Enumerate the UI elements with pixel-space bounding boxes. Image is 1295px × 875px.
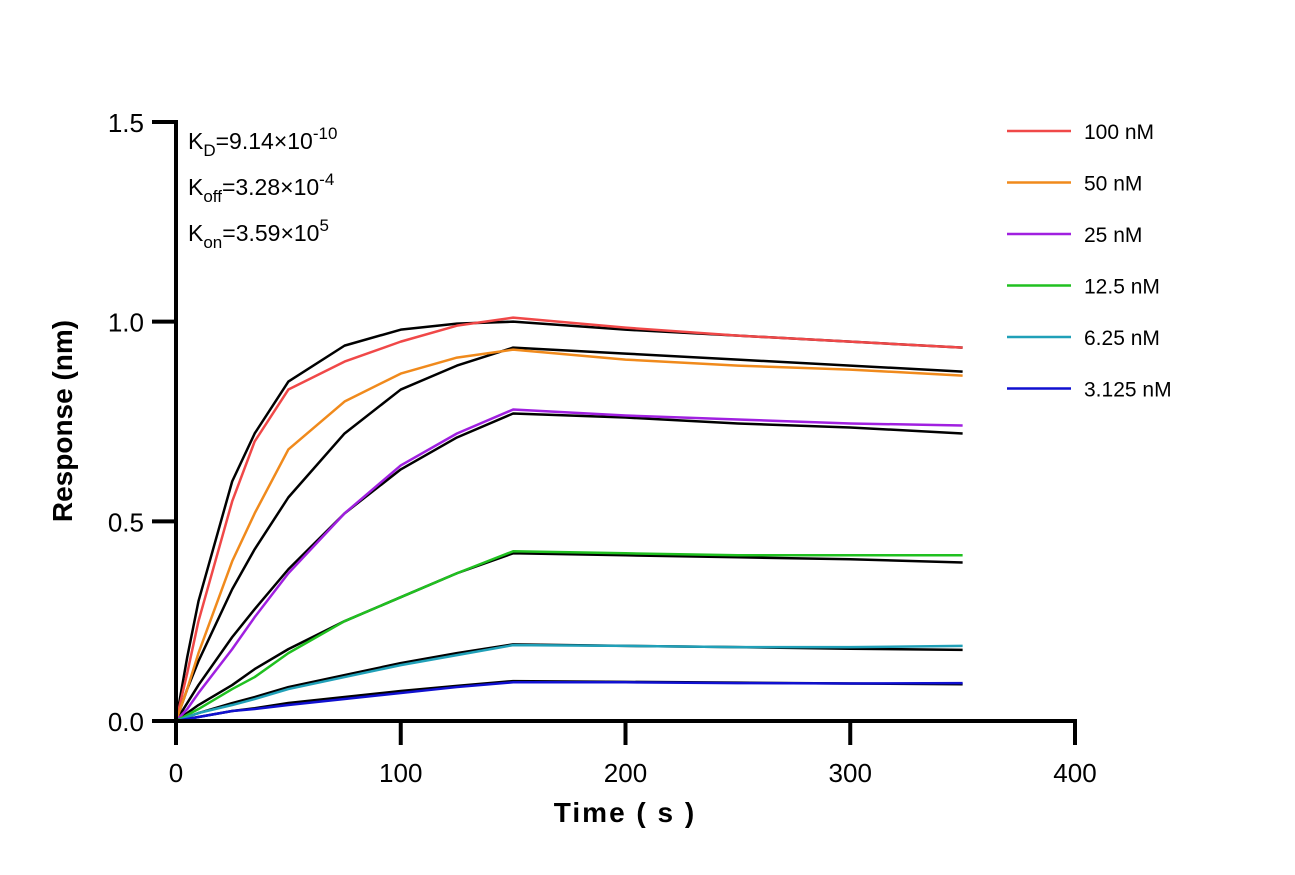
fit-line-2 [174, 412, 963, 722]
x-axis-label: Time ( s ) [554, 797, 696, 828]
x-tick-label: 200 [604, 758, 647, 788]
annotation-value: =9.14×10 [216, 128, 313, 154]
y-tick-label: 1.0 [108, 308, 144, 338]
y-tick-label: 0.0 [108, 707, 144, 737]
x-tick-label: 0 [169, 758, 183, 788]
legend-label-4: 6.25 nM [1084, 327, 1160, 350]
annotation-exp: -10 [313, 124, 338, 143]
annotation-value: =3.59×10 [222, 220, 319, 246]
legend: 100 nM 50 nM 25 nM 12.5 nM 6.25 nM 3.125 nM [1007, 121, 1172, 402]
legend-label-3: 12.5 nM [1084, 276, 1160, 299]
series-line-4 [175, 643, 963, 723]
x-tick-label: 300 [829, 758, 872, 788]
annotation-k: K [188, 174, 204, 200]
legend-label-1: 50 nM [1084, 173, 1142, 196]
y-axis-label: Response (nm) [47, 320, 78, 522]
fit-line-3 [175, 552, 963, 723]
legend-label-2: 25 nM [1084, 224, 1142, 247]
annotation-sub: D [203, 141, 215, 160]
series-line-3 [175, 550, 963, 723]
series-line-5 [175, 681, 963, 723]
legend-label-0: 100 nM [1084, 121, 1154, 144]
annotation-on: Kon=3.59×105 [188, 216, 329, 252]
fit-line-0 [174, 320, 963, 722]
annotation-D: KD=9.14×10-10 [188, 124, 337, 160]
fit-curves [174, 320, 963, 723]
legend-label-5: 3.125 nM [1084, 379, 1172, 402]
x-tick-label: 400 [1053, 758, 1096, 788]
annotation-off: Koff=3.28×10-4 [188, 170, 334, 206]
axes: 0 100 200 300 400 0.0 0.5 1.0 1.5 [108, 108, 1097, 788]
series-line-2 [175, 408, 963, 722]
observed-curves [174, 316, 963, 723]
x-tick-label: 100 [379, 758, 422, 788]
annotation-k: K [188, 128, 204, 154]
annotation-sub: on [203, 233, 222, 252]
annotation-exp: -4 [319, 170, 334, 189]
series-line-1 [174, 348, 963, 722]
y-tick-label: 0.5 [108, 507, 144, 537]
annotation-sub: off [203, 187, 222, 206]
series-line-0 [174, 316, 963, 722]
fit-line-1 [174, 346, 963, 722]
annotation-value: =3.28×10 [222, 174, 319, 200]
annotation-exp: 5 [319, 216, 328, 235]
annotation-k: K [188, 220, 204, 246]
y-tick-label: 1.5 [108, 108, 144, 138]
